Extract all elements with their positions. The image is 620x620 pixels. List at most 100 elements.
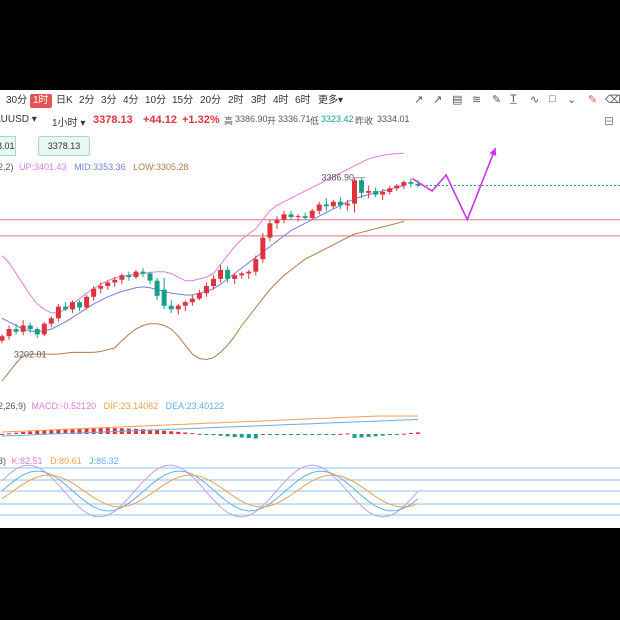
macd-bar-7: [49, 429, 54, 434]
macd-bar-9: [63, 428, 68, 434]
text-tool-icon[interactable]: T̲: [510, 93, 517, 105]
macd-bar-57: [401, 433, 406, 435]
info-bar: AUUSD ▾ 1小时 ▾ 3378.13 +44.12 +1.32% 高 33…: [0, 114, 620, 130]
edit-icon[interactable]: ✎: [588, 94, 598, 106]
candle-body-16: [112, 279, 118, 283]
macd-bar-31: [218, 434, 223, 436]
settings-icon[interactable]: ⊟: [604, 114, 615, 128]
kdj-k-line: [1, 470, 419, 512]
macd-bar-44: [310, 434, 315, 435]
macd-bar-46: [324, 434, 329, 435]
annotations: 3386.90 3202.01: [14, 173, 354, 360]
candle-body-43: [302, 216, 308, 218]
macd-bar-55: [387, 434, 392, 436]
candle-body-8: [55, 306, 61, 319]
macd-bar-6: [42, 430, 47, 434]
crosshair-price-box: 3378.13: [38, 136, 90, 156]
dif-value: DIF:23.14062: [103, 401, 159, 411]
rect-tool-icon[interactable]: □: [549, 93, 556, 105]
macd-bar-51: [359, 434, 364, 438]
macd-bar-34: [239, 434, 244, 438]
macd-bar-59: [415, 432, 420, 434]
horizontal-lines: [0, 185, 620, 237]
macd-bar-20: [141, 429, 145, 434]
candle-body-54: [380, 191, 386, 195]
candle-body-10: [70, 302, 75, 310]
timeframe-6h[interactable]: 6时: [295, 95, 311, 106]
timeframe-2m[interactable]: 2分: [79, 95, 95, 106]
timeframe-2h[interactable]: 2时: [228, 95, 244, 106]
forecast-arrowhead: [489, 148, 497, 156]
timeframe-3h[interactable]: 3时: [251, 95, 267, 106]
candle-body-52: [366, 191, 372, 193]
boll-legend: 2,2) UP:3401.43 MID:3353.36 LOW:3305.28: [0, 162, 189, 172]
macd-bar-4: [28, 431, 33, 434]
timeframe-4m[interactable]: 4分: [123, 95, 139, 106]
interval-select[interactable]: 1小时 ▾: [52, 118, 86, 129]
candle-body-58: [408, 182, 414, 184]
macd-bar-30: [211, 434, 216, 436]
candle-body-5: [34, 329, 40, 335]
high-annotation: 3386.90: [322, 173, 355, 183]
timeframe-15m[interactable]: 15分: [172, 95, 194, 106]
eraser-icon[interactable]: ⌫: [605, 94, 620, 106]
ray-tool-icon[interactable]: ↗: [433, 94, 443, 106]
candles: [0, 177, 421, 344]
bollinger-bands: [1, 152, 404, 382]
candlestick-chart[interactable]: 3386.90 3202.01: [0, 90, 620, 528]
boll-low-line: [1, 221, 404, 382]
boll-params: 2,2): [0, 162, 14, 172]
candle-body-38: [267, 223, 273, 238]
macd-bar-32: [225, 434, 230, 437]
wave-tool-icon[interactable]: ∿: [530, 94, 540, 106]
timeframe-30m[interactable]: 30分: [6, 95, 28, 106]
timeframe-day[interactable]: 日K: [56, 95, 73, 106]
more-tools-icon[interactable]: ⌄: [567, 94, 577, 106]
candle-body-39: [274, 219, 280, 224]
fib-tool-icon[interactable]: ≋: [472, 94, 482, 106]
timeframe-20m[interactable]: 20分: [200, 95, 222, 106]
timeframe-10m[interactable]: 10分: [145, 95, 167, 106]
candle-body-29: [203, 286, 209, 294]
candle-body-15: [105, 282, 111, 287]
candle-body-19: [133, 271, 139, 278]
chart-panel: 30分 1时 日K 2分 3分 4分 10分 15分 20分 2时 3时 4时 …: [0, 90, 620, 528]
channel-tool-icon[interactable]: ▤: [452, 94, 463, 106]
pencil-tool-icon[interactable]: ✎: [492, 94, 502, 106]
candle-body-4: [27, 325, 33, 330]
macd-bar-58: [408, 433, 413, 435]
timeframe-3m[interactable]: 3分: [101, 95, 117, 106]
candle-body-21: [147, 273, 153, 281]
candle-body-17: [119, 275, 125, 280]
macd-bar-28: [197, 433, 202, 435]
candle-body-9: [62, 306, 68, 310]
candle-body-20: [140, 271, 146, 274]
macd-bar-36: [253, 434, 258, 439]
macd-bar-37: [260, 433, 265, 435]
macd-bar-35: [246, 434, 251, 439]
macd-bar-49: [345, 433, 350, 435]
timeframe-more[interactable]: 更多▾: [318, 95, 344, 106]
open-value: 3336.71: [278, 114, 311, 124]
symbol-select[interactable]: AUUSD ▾: [0, 114, 37, 125]
line-tool-icon[interactable]: ↗: [414, 94, 424, 106]
macd-bar-15: [105, 428, 110, 434]
candle-body-51: [359, 180, 365, 193]
candle-body-33: [232, 275, 238, 279]
high-label: 高: [224, 116, 234, 126]
macd-bar-14: [98, 428, 103, 434]
candle-body-49: [344, 203, 350, 206]
kdj-params: 3): [0, 456, 7, 466]
timeframe-4h[interactable]: 4时: [273, 95, 289, 106]
macd-bar-43: [303, 434, 308, 435]
candle-body-36: [253, 259, 259, 272]
candle-body-31: [218, 269, 224, 279]
macd-panel: [0, 415, 420, 439]
candle-body-3: [20, 325, 26, 332]
candle-body-53: [373, 191, 379, 195]
timeframe-1h[interactable]: 1时: [30, 94, 52, 108]
boll-up-value: UP:3401.43: [19, 162, 67, 172]
candle-body-40: [281, 214, 287, 220]
candle-body-6: [41, 323, 47, 335]
macd-bar-25: [176, 431, 181, 434]
